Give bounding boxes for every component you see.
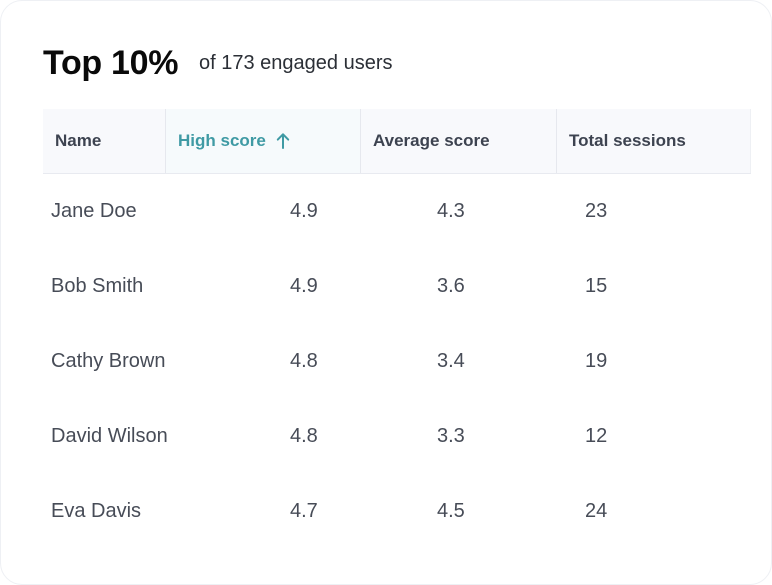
column-header-high-score[interactable]: High score — [166, 109, 361, 173]
column-header-total-sessions[interactable]: Total sessions — [557, 109, 751, 173]
cell-average-score: 3.3 — [437, 425, 465, 447]
table-row[interactable]: Cathy Brown 4.8 3.4 19 — [43, 324, 751, 399]
cell-high-score: 4.8 — [290, 425, 318, 447]
column-header-label: Average score — [373, 131, 490, 150]
cell-high-score: 4.8 — [290, 350, 318, 372]
table-row[interactable]: Jane Doe 4.9 4.3 23 — [43, 174, 751, 249]
cell-total-sessions: 24 — [585, 500, 608, 522]
cell-total-sessions: 12 — [585, 425, 608, 447]
cell-average-score: 3.6 — [437, 275, 465, 297]
cell-name: Cathy Brown — [51, 350, 166, 372]
cell-average-score: 4.3 — [437, 200, 465, 222]
column-header-average-score[interactable]: Average score — [361, 109, 557, 173]
cell-name: Jane Doe — [51, 200, 137, 222]
column-header-label: Name — [55, 131, 102, 150]
column-header-name[interactable]: Name — [43, 109, 166, 173]
table-row[interactable]: David Wilson 4.8 3.3 12 — [43, 399, 751, 474]
cell-total-sessions: 19 — [585, 350, 608, 372]
cell-high-score: 4.9 — [290, 200, 318, 222]
cell-total-sessions: 23 — [585, 200, 608, 222]
cell-name: David Wilson — [51, 425, 168, 447]
column-header-label: High score — [178, 131, 266, 150]
page-subtitle: of 173 engaged users — [199, 52, 393, 74]
cell-name: Bob Smith — [51, 275, 144, 297]
table-header: Name High score Average score Total sess… — [43, 109, 751, 174]
cell-total-sessions: 15 — [585, 275, 608, 297]
page-title: Top 10% — [43, 44, 179, 82]
table-row[interactable]: Bob Smith 4.9 3.6 15 — [43, 249, 751, 324]
cell-high-score: 4.9 — [290, 275, 318, 297]
cell-average-score: 4.5 — [437, 500, 465, 522]
users-table: Name High score Average score Total sess… — [43, 109, 751, 549]
column-header-label: Total sessions — [569, 131, 686, 150]
table-body: Jane Doe 4.9 4.3 23 Bob Smith 4.9 3.6 15… — [43, 174, 751, 549]
table-row[interactable]: Eva Davis 4.7 4.5 24 — [43, 474, 751, 549]
cell-high-score: 4.7 — [290, 500, 318, 522]
cell-average-score: 3.4 — [437, 350, 465, 372]
cell-name: Eva Davis — [51, 500, 142, 522]
arrow-up-icon — [276, 132, 290, 150]
